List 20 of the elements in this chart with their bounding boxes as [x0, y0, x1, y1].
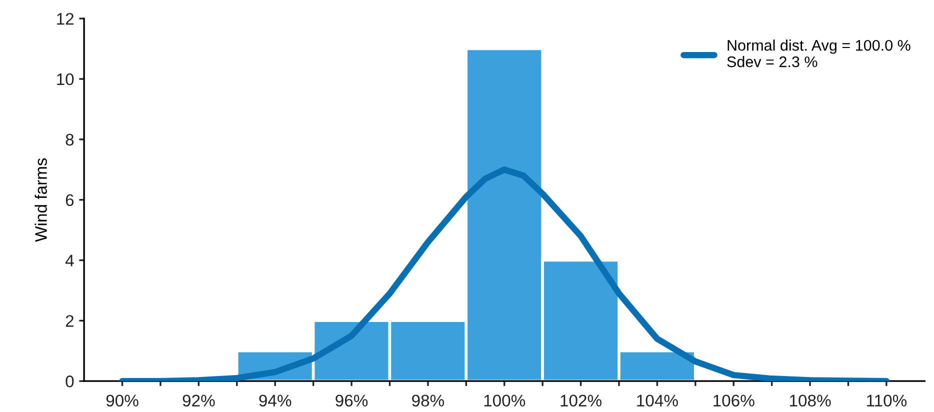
- x-tick-label: 94%: [259, 394, 292, 407]
- y-tick-label: 12: [57, 12, 74, 25]
- y-tick-label: 10: [57, 73, 74, 86]
- x-tick-label: 108%: [790, 394, 831, 407]
- x-tick-label: 104%: [637, 394, 678, 407]
- x-tick-label: 106%: [714, 394, 754, 407]
- x-tick-label: 98%: [412, 394, 444, 407]
- x-tick-label: 102%: [560, 394, 602, 407]
- y-tick-label: 4: [65, 254, 74, 266]
- y-tick-label: 8: [66, 134, 74, 146]
- y-tick-label: 2: [66, 315, 74, 327]
- x-tick-label: 110%: [867, 394, 907, 407]
- x-tick-label: 96%: [336, 394, 368, 407]
- x-tick-label: 92%: [182, 394, 215, 407]
- x-tick-label: 100%: [484, 394, 526, 407]
- y-tick-label: 0: [66, 376, 74, 388]
- x-tick-label: 90%: [106, 394, 138, 407]
- y-tick-label: 6: [66, 194, 74, 206]
- legend-label: Normal dist. Avg = 100.0 % Sdev = 2.3 %: [727, 40, 910, 68]
- y-axis-title: Wind farms: [34, 158, 47, 242]
